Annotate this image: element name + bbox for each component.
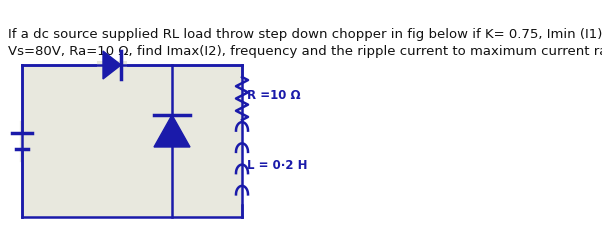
Text: L = 0·2 H: L = 0·2 H [247,158,308,171]
Polygon shape [154,116,190,147]
Polygon shape [103,52,121,80]
Text: If a dc source supplied RL load throw step down chopper in fig below if K= 0.75,: If a dc source supplied RL load throw st… [8,28,602,41]
Text: Vs=80V, Ra=10 Ω, find Imax(I2), frequency and the ripple current to maximum curr: Vs=80V, Ra=10 Ω, find Imax(I2), frequenc… [8,45,602,58]
Text: R =10 Ω: R =10 Ω [247,89,300,101]
FancyBboxPatch shape [22,66,242,217]
